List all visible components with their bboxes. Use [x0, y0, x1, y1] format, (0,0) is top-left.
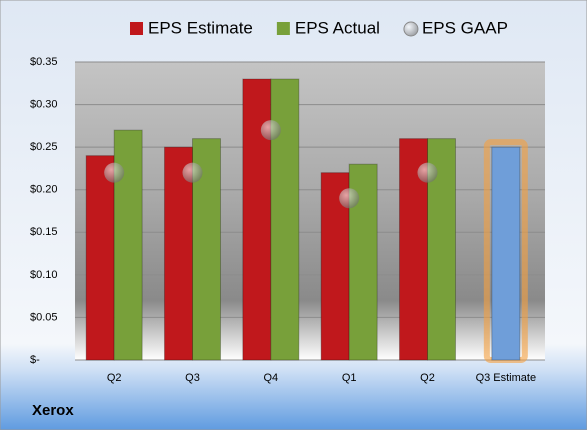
bar	[164, 146, 193, 361]
y-tick-label: $0.25	[30, 141, 58, 153]
gaap-marker	[417, 162, 438, 183]
y-tick-label: $0.15	[30, 226, 58, 238]
y-tick-label: $0.20	[30, 184, 58, 196]
gaap-marker	[260, 120, 281, 141]
gaap-marker	[339, 188, 360, 209]
legend-swatch	[276, 22, 290, 35]
y-tick-label: $0.05	[30, 311, 58, 323]
legend-swatch	[130, 22, 143, 35]
footer-label: Xerox	[32, 402, 74, 419]
x-tick-label: Q2	[420, 372, 435, 384]
y-tick-label: $-	[30, 354, 40, 366]
plot-area	[75, 62, 545, 360]
gaap-marker	[104, 162, 125, 183]
gaap-marker	[182, 162, 203, 183]
x-tick-label: Q4	[263, 372, 278, 384]
y-tick-label: $0.10	[30, 269, 58, 281]
x-tick-label: Q2	[107, 372, 122, 384]
y-tick-label: $0.30	[30, 98, 58, 110]
legend-label: EPS Actual	[295, 18, 380, 37]
legend-label: EPS Estimate	[148, 18, 253, 37]
x-tick-label: Q1	[342, 372, 357, 384]
legend-label: EPS GAAP	[422, 18, 508, 37]
y-tick-label: $0.35	[30, 56, 58, 68]
x-tick-label: Q3 Estimate	[476, 372, 537, 384]
bar	[85, 155, 115, 361]
legend-swatch	[403, 21, 419, 37]
bar	[491, 146, 521, 361]
x-tick-label: Q3	[185, 372, 200, 384]
